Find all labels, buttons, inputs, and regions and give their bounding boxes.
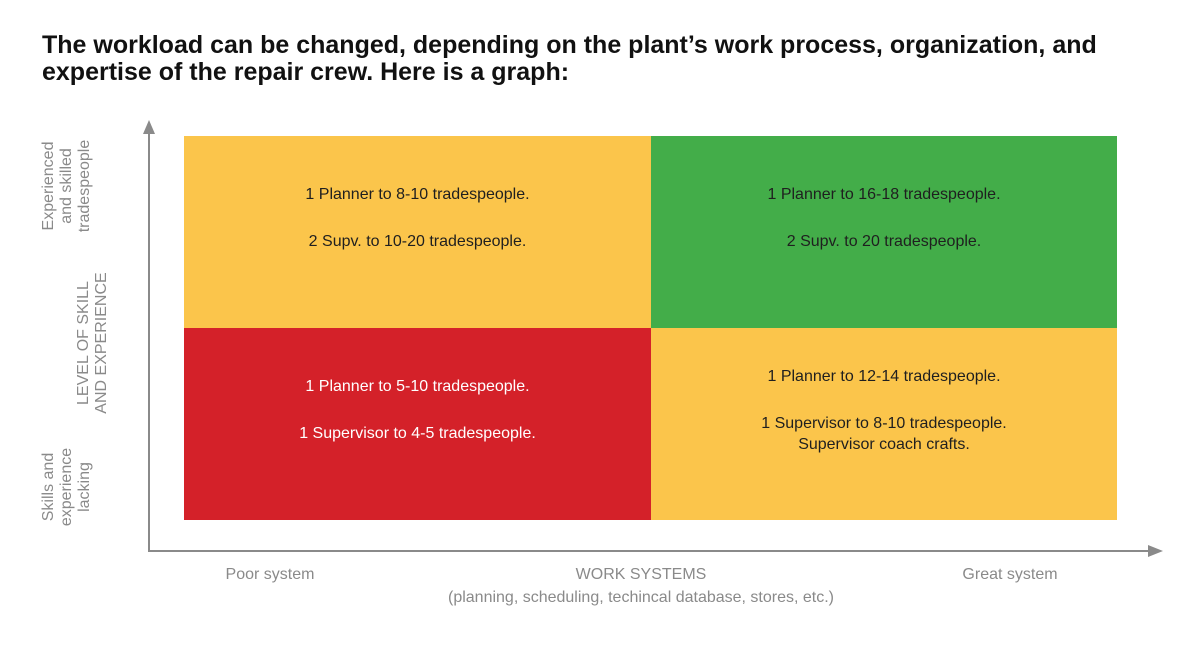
- heading-line-1: The workload can be changed, depending o…: [42, 31, 1097, 59]
- quadrant-bottom-left-supervisor: 1 Supervisor to 4-5 tradespeople.: [299, 425, 536, 442]
- heading-line-2: expertise of the repair crew. Here is a …: [42, 58, 570, 86]
- y-axis-top-label-line-1: Experienced: [40, 141, 57, 231]
- y-axis-title: LEVEL OF SKILL AND EXPERIENCE: [75, 272, 111, 413]
- x-axis-title-text: WORK SYSTEMS: [575, 566, 707, 583]
- y-axis-top-label-line-3: tradespeople: [76, 139, 93, 233]
- quadrant-bottom-left: 1 Planner to 5-10 tradespeople. 1 Superv…: [184, 328, 651, 520]
- quadrant-top-right-planner: 1 Planner to 16-18 tradespeople.: [767, 186, 1001, 203]
- x-axis-subtitle: (planning, scheduling, techincal databas…: [447, 589, 835, 606]
- quadrant-bottom-right: 1 Planner to 12-14 tradespeople. 1 Super…: [651, 328, 1117, 520]
- quadrant-top-right: 1 Planner to 16-18 tradespeople. 2 Supv.…: [651, 136, 1117, 328]
- quadrant-top-left: 1 Planner to 8-10 tradespeople. 2 Supv. …: [184, 136, 651, 328]
- x-axis-right-label: Great system: [962, 566, 1058, 583]
- quadrant-bottom-right-coach: Supervisor coach crafts.: [798, 435, 970, 453]
- x-axis-arrowhead: [1148, 545, 1163, 557]
- quadrant-bottom-right-supervisor: 1 Supervisor to 8-10 tradespeople.: [761, 414, 1007, 432]
- page-heading: The workload can be changed, depending o…: [42, 32, 1162, 86]
- quadrant-top-right-supervisor: 2 Supv. to 20 tradespeople.: [786, 233, 982, 250]
- y-axis-bottom-label: Skills and experience lacking: [40, 448, 94, 526]
- quadrant-bottom-left-planner: 1 Planner to 5-10 tradespeople.: [305, 378, 530, 395]
- y-axis-bottom-label-line-1: Skills and: [40, 452, 57, 522]
- x-axis-left-label: Poor system: [225, 566, 315, 583]
- y-axis-top-label: Experienced and skilled tradespeople: [40, 140, 94, 233]
- quadrant-top-left-supervisor: 2 Supv. to 10-20 tradespeople.: [308, 233, 527, 250]
- y-axis-arrowhead: [143, 120, 155, 134]
- quadrant-top-left-planner: 1 Planner to 8-10 tradespeople.: [305, 186, 530, 203]
- x-axis-title: WORK SYSTEMS (planning, scheduling, tech…: [448, 565, 834, 608]
- y-axis-title-line-1: LEVEL OF SKILL: [75, 281, 92, 405]
- y-axis-top-label-line-2: and skilled: [58, 148, 75, 224]
- quadrant-bottom-right-planner: 1 Planner to 12-14 tradespeople.: [767, 367, 1001, 385]
- y-axis-title-line-2: AND EXPERIENCE: [93, 272, 110, 414]
- y-axis-bottom-label-line-2: experience: [58, 447, 75, 527]
- y-axis-bottom-label-line-3: lacking: [76, 462, 93, 512]
